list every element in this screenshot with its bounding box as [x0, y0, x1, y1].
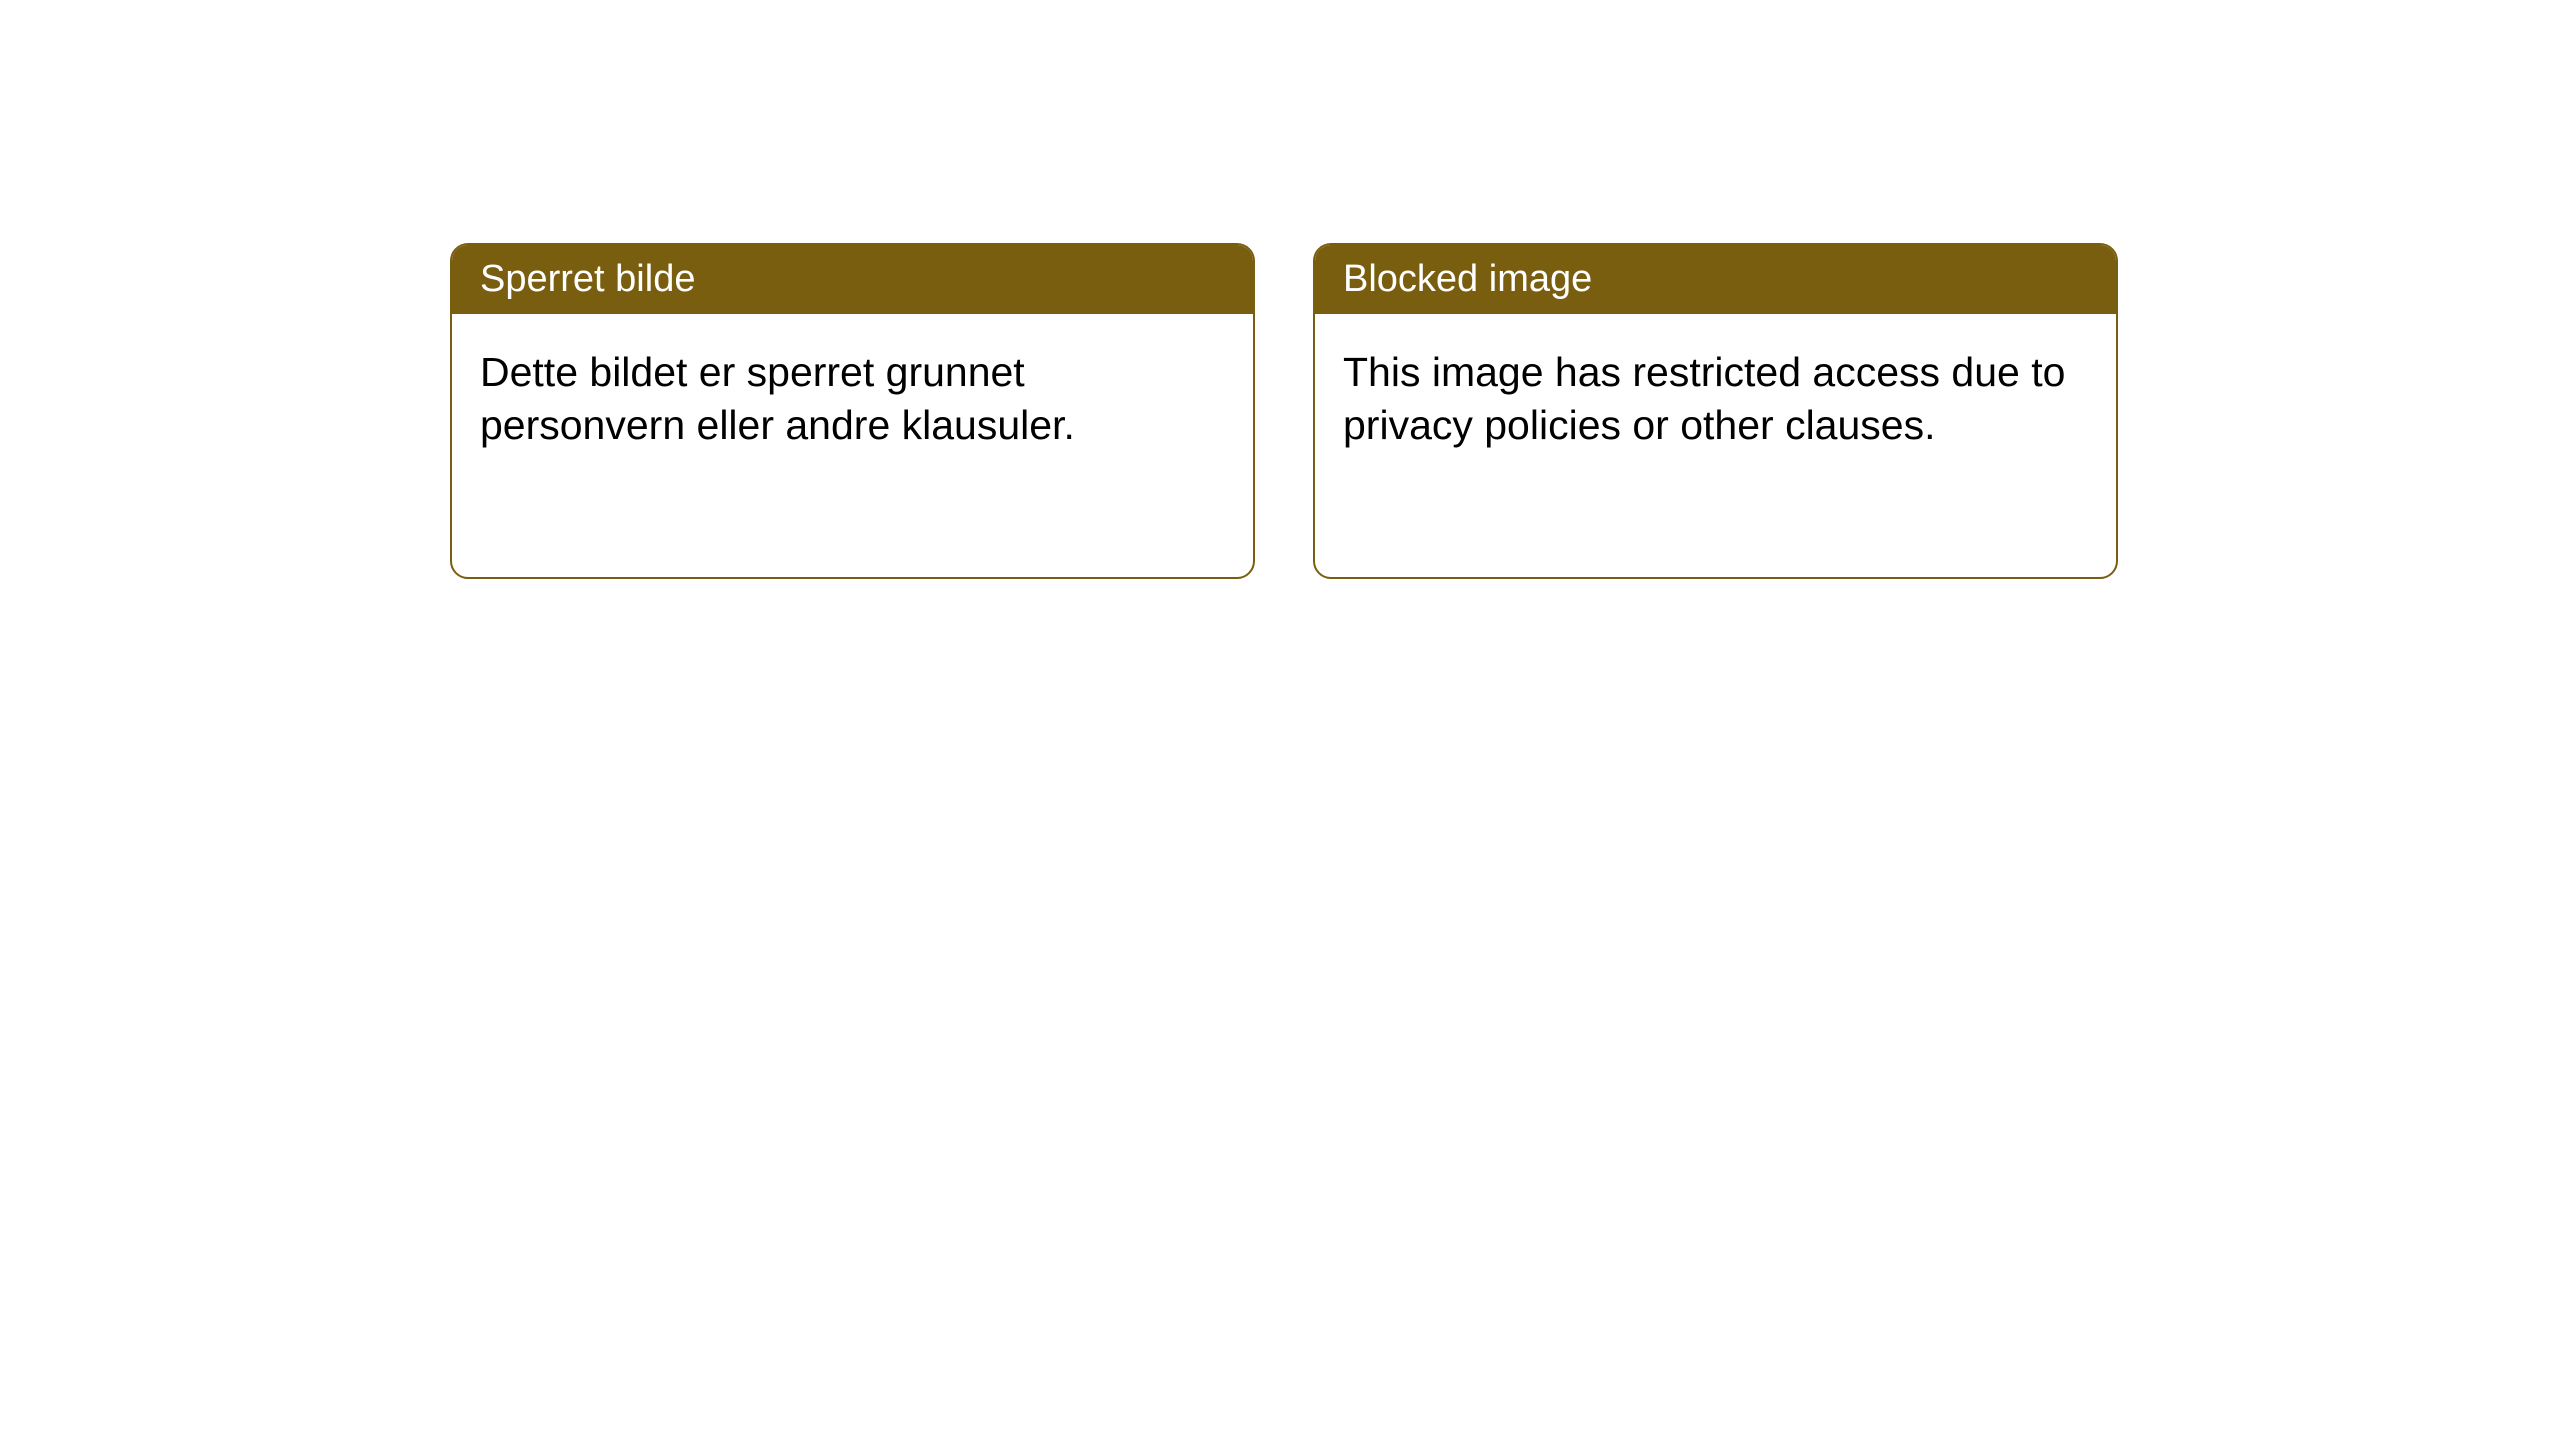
notice-body-norwegian: Dette bildet er sperret grunnet personve…: [452, 314, 1253, 483]
notice-body-english: This image has restricted access due to …: [1315, 314, 2116, 483]
notices-container: Sperret bilde Dette bildet er sperret gr…: [450, 243, 2118, 579]
notice-header-english: Blocked image: [1315, 245, 2116, 314]
notice-header-norwegian: Sperret bilde: [452, 245, 1253, 314]
notice-box-english: Blocked image This image has restricted …: [1313, 243, 2118, 579]
notice-box-norwegian: Sperret bilde Dette bildet er sperret gr…: [450, 243, 1255, 579]
